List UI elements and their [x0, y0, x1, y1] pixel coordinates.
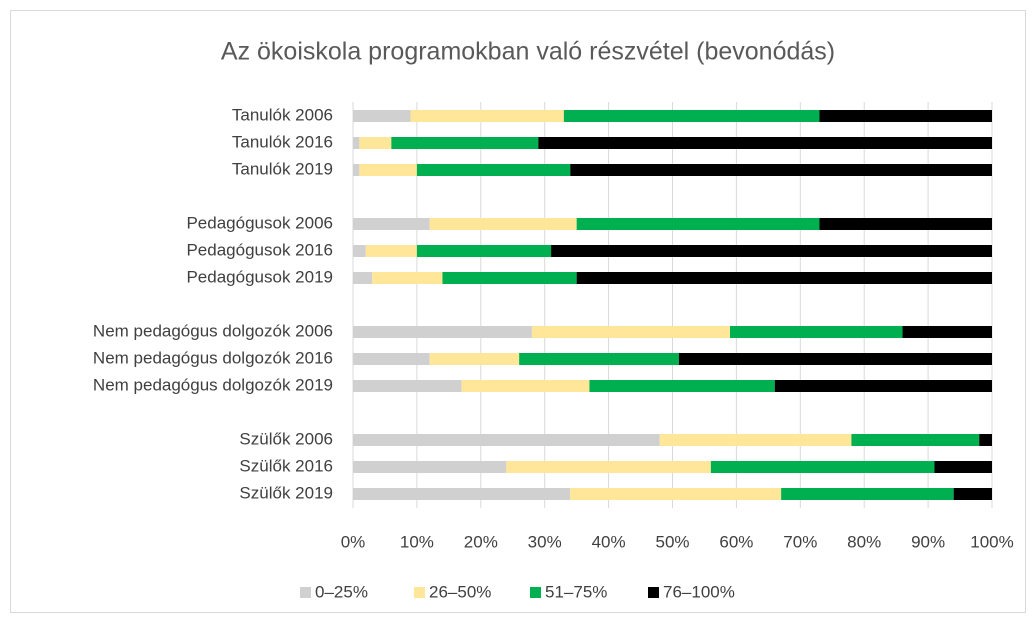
y-tick-label: Szülők 2006: [239, 429, 333, 448]
bar-segment: [353, 488, 571, 500]
x-tick-label: 20%: [464, 532, 498, 551]
legend-label: 0–25%: [315, 582, 368, 601]
bar-segment: [781, 488, 954, 500]
bar-segment: [531, 326, 731, 338]
bar-segment: [953, 488, 992, 500]
x-tick-label: 40%: [592, 532, 626, 551]
bar-segment: [353, 218, 430, 230]
y-tick-label: Nem pedagógus dolgozók 2006: [93, 321, 333, 340]
bar-segment: [551, 245, 992, 257]
bar-segment: [506, 461, 711, 473]
bar-segment: [774, 380, 992, 392]
legend-swatch: [530, 587, 541, 598]
bar-segment: [429, 353, 520, 365]
bar-segment: [461, 380, 590, 392]
bar-segment: [979, 434, 992, 446]
bar-segment: [353, 461, 507, 473]
bar-segment: [819, 110, 992, 122]
bar-segment: [359, 137, 392, 149]
bar-segment: [429, 218, 577, 230]
legend-label: 51–75%: [545, 582, 607, 601]
y-tick-label: Nem pedagógus dolgozók 2016: [93, 348, 333, 367]
bar-segment: [416, 164, 571, 176]
bar-segment: [353, 245, 366, 257]
y-tick-label: Tanulók 2016: [232, 132, 333, 151]
bar-segment: [730, 326, 903, 338]
chart-title: Az ökoiskola programokban való részvétel…: [221, 38, 835, 66]
x-tick-label: 10%: [400, 532, 434, 551]
bar-segment: [353, 380, 462, 392]
y-tick-label: Pedagógusok 2016: [186, 240, 333, 259]
bar-segment: [902, 326, 992, 338]
y-tick-label: Szülők 2019: [239, 483, 333, 502]
bar-segment: [570, 164, 992, 176]
y-tick-label: Pedagógusok 2019: [186, 267, 333, 286]
bar-segment: [391, 137, 539, 149]
x-tick-label: 60%: [719, 532, 753, 551]
x-tick-label: 100%: [970, 532, 1013, 551]
bar-segment: [519, 353, 679, 365]
legend-swatch: [414, 587, 425, 598]
x-tick-label: 80%: [847, 532, 881, 551]
x-tick-label: 50%: [655, 532, 689, 551]
bar-segment: [576, 272, 992, 284]
x-tick-label: 0%: [341, 532, 366, 551]
bar-segment: [538, 137, 992, 149]
bar-segment: [710, 461, 935, 473]
bar-segment: [353, 434, 660, 446]
bar-segment: [678, 353, 992, 365]
legend-swatch: [648, 587, 659, 598]
bar-segment: [589, 380, 775, 392]
bar-segment: [359, 164, 417, 176]
y-tick-label: Tanulók 2019: [232, 159, 333, 178]
bar-segment: [442, 272, 577, 284]
legend-label: 26–50%: [429, 582, 491, 601]
bar-segment: [353, 164, 360, 176]
y-tick-label: Pedagógusok 2006: [186, 213, 333, 232]
bar-segment: [353, 353, 430, 365]
y-tick-label: Szülők 2016: [239, 456, 333, 475]
bar-segment: [416, 245, 552, 257]
bar-segment: [851, 434, 980, 446]
y-tick-label: Nem pedagógus dolgozók 2019: [93, 375, 333, 394]
bar-segment: [659, 434, 852, 446]
bar-segment: [365, 245, 417, 257]
bar-segment: [819, 218, 992, 230]
bar-segment: [353, 272, 373, 284]
legend-swatch: [300, 587, 311, 598]
x-tick-label: 30%: [528, 532, 562, 551]
bar-segment: [934, 461, 992, 473]
x-tick-label: 70%: [783, 532, 817, 551]
bar-segment: [353, 326, 532, 338]
bar-segment: [353, 110, 411, 122]
bar-segment: [570, 488, 782, 500]
x-tick-label: 90%: [911, 532, 945, 551]
bar-segment: [576, 218, 820, 230]
y-tick-label: Tanulók 2006: [232, 105, 333, 124]
bar-segment: [563, 110, 820, 122]
legend-label: 76–100%: [663, 582, 735, 601]
bar-segment: [410, 110, 564, 122]
bar-segment: [372, 272, 443, 284]
chart-frame: [10, 10, 1026, 613]
bar-segment: [353, 137, 360, 149]
